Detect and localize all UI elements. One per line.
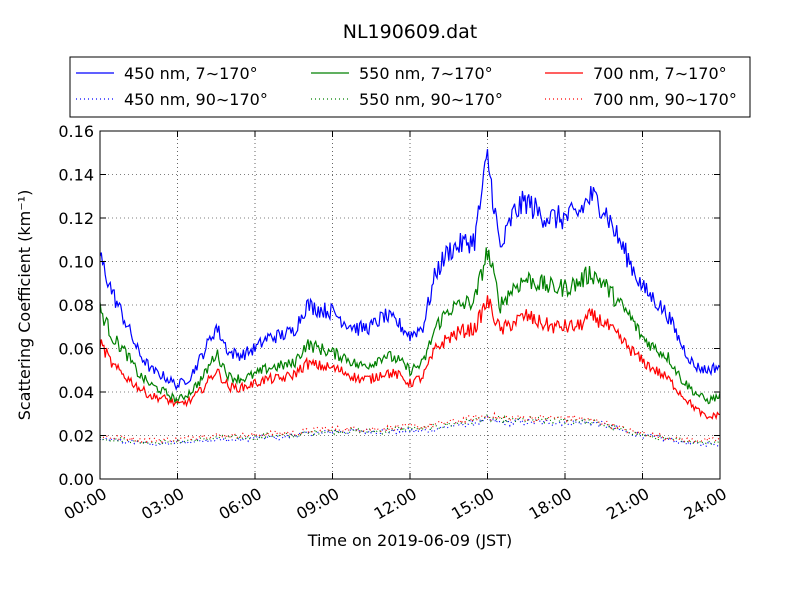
plot-area xyxy=(99,130,721,480)
x-tick-label: 24:00 xyxy=(681,484,730,524)
series-line-3 xyxy=(99,415,721,447)
y-tick-label: 0.14 xyxy=(58,166,94,185)
series-line-0 xyxy=(99,149,721,391)
y-tick-label: 0.10 xyxy=(58,253,94,272)
legend-label: 700 nm, 90∼170° xyxy=(593,90,737,109)
x-tick-label: 15:00 xyxy=(448,484,497,524)
series-layer xyxy=(99,149,721,447)
y-tick-label: 0.06 xyxy=(58,340,94,359)
y-tick-label: 0.02 xyxy=(58,427,94,446)
x-tick-label: 09:00 xyxy=(293,484,342,524)
legend-label: 550 nm, 90∼170° xyxy=(359,90,503,109)
x-tick-label: 00:00 xyxy=(61,484,110,524)
x-tick-label: 06:00 xyxy=(216,484,265,524)
y-tick-label: 0.12 xyxy=(58,209,94,228)
legend-label: 450 nm, 7∼170° xyxy=(124,64,258,83)
x-tick-label: 21:00 xyxy=(603,484,652,524)
y-tick-label: 0.08 xyxy=(58,296,94,315)
legend-label: 450 nm, 90∼170° xyxy=(124,90,268,109)
chart-title: NL190609.dat xyxy=(343,21,478,43)
legend-label: 550 nm, 7∼170° xyxy=(359,64,493,83)
x-tick-label: 03:00 xyxy=(138,484,187,524)
y-tick-label: 0.00 xyxy=(58,470,94,489)
legend-label: 700 nm, 7∼170° xyxy=(593,64,727,83)
grid-lines xyxy=(100,131,720,479)
legend-box xyxy=(69,56,751,118)
x-tick-label: 12:00 xyxy=(371,484,420,524)
x-axis-label: Time on 2019-06-09 (JST) xyxy=(307,531,512,550)
y-tick-label: 0.04 xyxy=(58,383,94,402)
series-line-2 xyxy=(99,295,721,421)
y-tick-label: 0.16 xyxy=(58,122,94,141)
x-tick-label: 18:00 xyxy=(526,484,575,524)
chart-legend: 450 nm, 7∼170° 550 nm, 7∼170° 700 nm, 7∼17… xyxy=(69,56,751,118)
y-axis-label: Scattering Coefficient (km⁻¹) xyxy=(15,190,34,421)
series-line-1 xyxy=(99,247,721,406)
y-axis: 0.00 0.02 0.04 0.06 0.08 0.10 0.12 0.14 0.16 xyxy=(58,122,720,489)
